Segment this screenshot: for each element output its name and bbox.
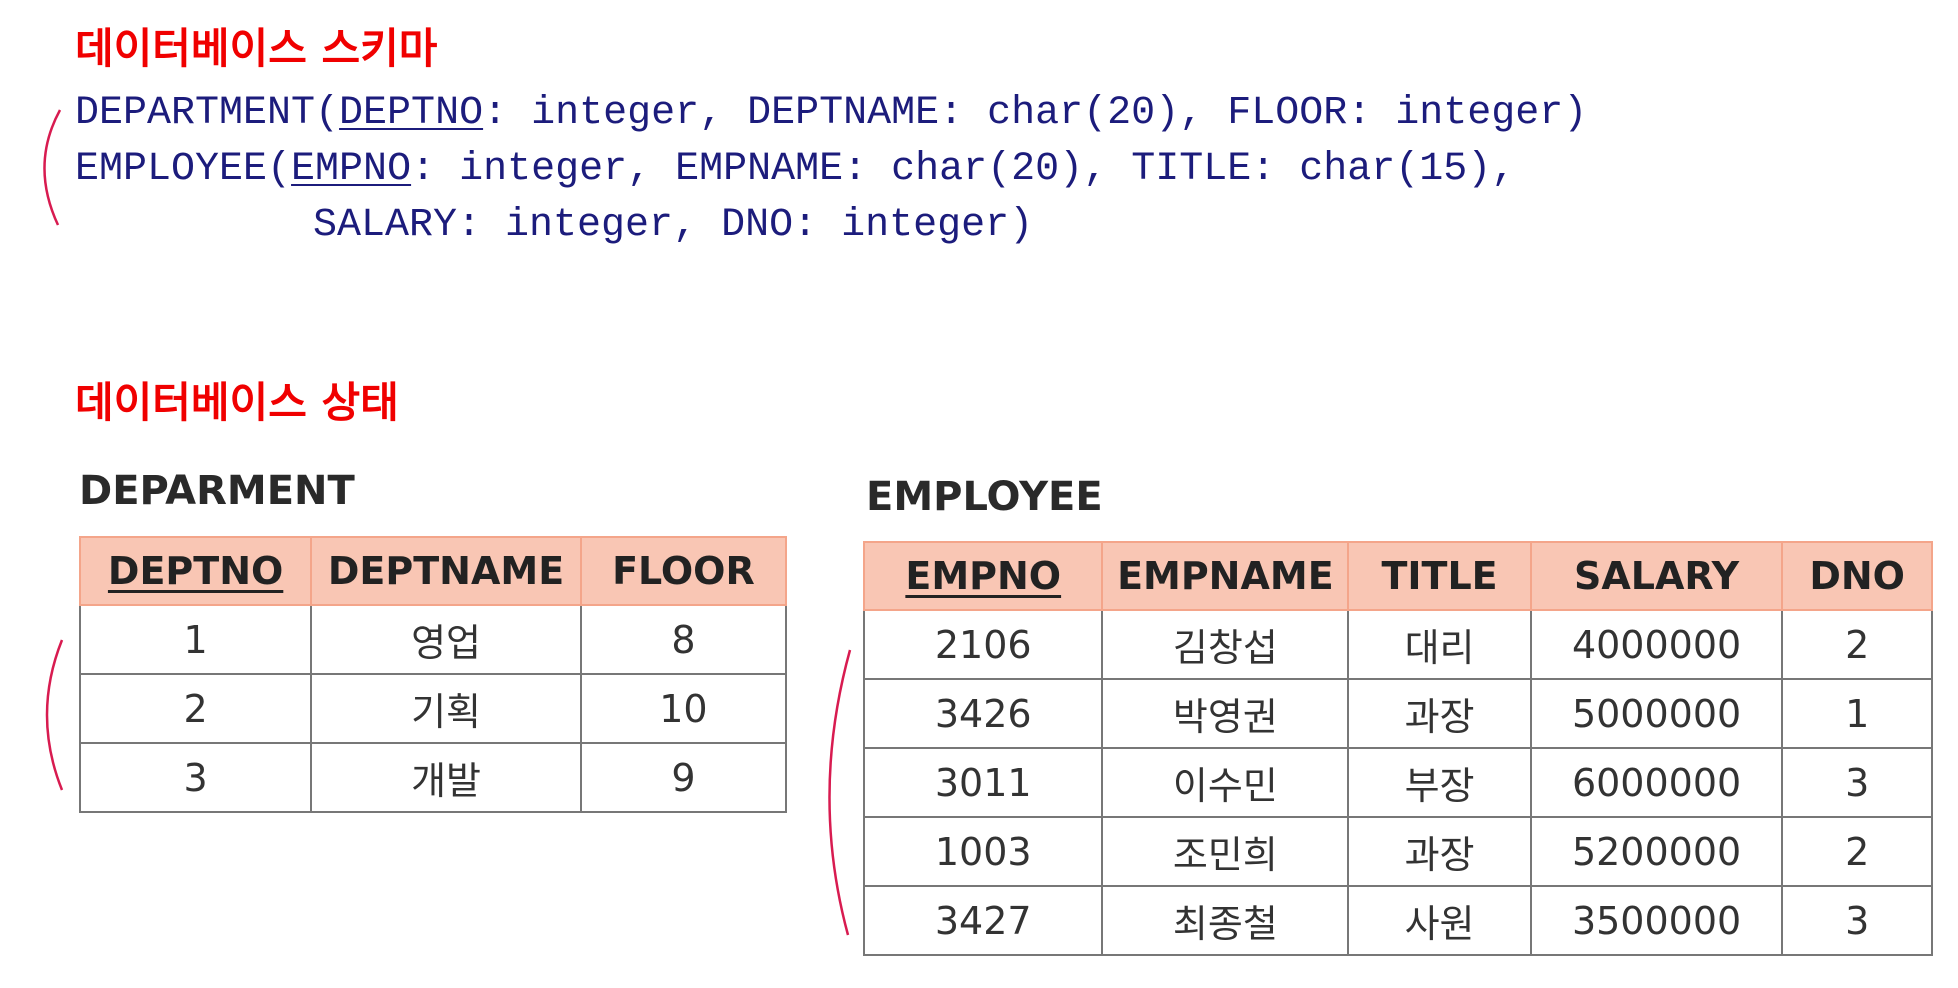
col-deptno: DEPTNO <box>78 536 313 606</box>
col-deptname: DEPTNAME <box>310 536 582 606</box>
cell: 2 <box>1781 816 1933 887</box>
schema-bracket <box>43 109 62 226</box>
cell: 3426 <box>862 678 1104 749</box>
department-table-label: DEPARMENT <box>79 468 355 514</box>
cell: 4000000 <box>1529 609 1784 680</box>
table-row: 1003 조민희 과장 5200000 2 <box>862 816 1933 887</box>
cell: 2 <box>78 673 313 744</box>
employee-table: EMPNO EMPNAME TITLE SALARY DNO 2106 김창섭 대리… <box>862 541 1933 956</box>
schema-definition: DEPARTMENT(DEPTNO: integer, DEPTNAME: ch… <box>75 86 1587 254</box>
schema-employee: EMPLOYEE(EMPNO: integer, EMPNAME: char(2… <box>75 147 1516 192</box>
schema-title: 데이터베이스 스키마 <box>75 24 438 73</box>
col-empname: EMPNAME <box>1101 541 1350 611</box>
cell: 2 <box>1781 609 1933 680</box>
cell: 5200000 <box>1529 816 1784 887</box>
cell: 사원 <box>1347 885 1532 956</box>
cell: 3 <box>1781 747 1933 818</box>
cell: 김창섭 <box>1101 609 1350 680</box>
schema-employee-cont: SALARY: integer, DNO: integer) <box>313 203 1034 248</box>
cell: 영업 <box>310 604 582 675</box>
col-title: TITLE <box>1347 541 1532 611</box>
col-floor: FLOOR <box>579 536 788 606</box>
cell: 기획 <box>310 673 582 744</box>
state-title: 데이터베이스 상태 <box>75 378 399 427</box>
cell: 3 <box>78 742 313 813</box>
cell: 3500000 <box>1529 885 1784 956</box>
cell: 2106 <box>862 609 1104 680</box>
cell: 3 <box>1781 885 1933 956</box>
cell: 최종철 <box>1101 885 1350 956</box>
cell: 개발 <box>310 742 582 813</box>
table-row: 2106 김창섭 대리 4000000 2 <box>862 609 1933 680</box>
department-table: DEPTNO DEPTNAME FLOOR 1 영업 8 2 기획 10 3 개발 9 <box>78 536 788 813</box>
cell: 8 <box>579 604 788 675</box>
cell: 3427 <box>862 885 1104 956</box>
cell: 1003 <box>862 816 1104 887</box>
col-dno: DNO <box>1781 541 1933 611</box>
table-row: 3011 이수민 부장 6000000 3 <box>862 747 1933 818</box>
cell: 부장 <box>1347 747 1532 818</box>
table-row: 3 개발 9 <box>78 742 788 813</box>
header-row: DEPTNO DEPTNAME FLOOR <box>78 536 788 606</box>
table-row: 1 영업 8 <box>78 604 788 675</box>
employee-table-label: EMPLOYEE <box>866 474 1103 520</box>
cell: 6000000 <box>1529 747 1784 818</box>
cell: 1 <box>78 604 313 675</box>
cell: 9 <box>579 742 788 813</box>
col-salary: SALARY <box>1529 541 1784 611</box>
cell: 1 <box>1781 678 1933 749</box>
employee-bracket <box>828 649 852 936</box>
cell: 과장 <box>1347 678 1532 749</box>
col-empno: EMPNO <box>862 541 1104 611</box>
table-row: 3427 최종철 사원 3500000 3 <box>862 885 1933 956</box>
cell: 조민희 <box>1101 816 1350 887</box>
cell: 박영권 <box>1101 678 1350 749</box>
header-row: EMPNO EMPNAME TITLE SALARY DNO <box>862 541 1933 611</box>
cell: 10 <box>579 673 788 744</box>
cell: 과장 <box>1347 816 1532 887</box>
table-row: 2 기획 10 <box>78 673 788 744</box>
department-bracket <box>45 639 64 791</box>
cell: 5000000 <box>1529 678 1784 749</box>
cell: 이수민 <box>1101 747 1350 818</box>
cell: 대리 <box>1347 609 1532 680</box>
cell: 3011 <box>862 747 1104 818</box>
table-row: 3426 박영권 과장 5000000 1 <box>862 678 1933 749</box>
schema-department: DEPARTMENT(DEPTNO: integer, DEPTNAME: ch… <box>75 91 1588 136</box>
